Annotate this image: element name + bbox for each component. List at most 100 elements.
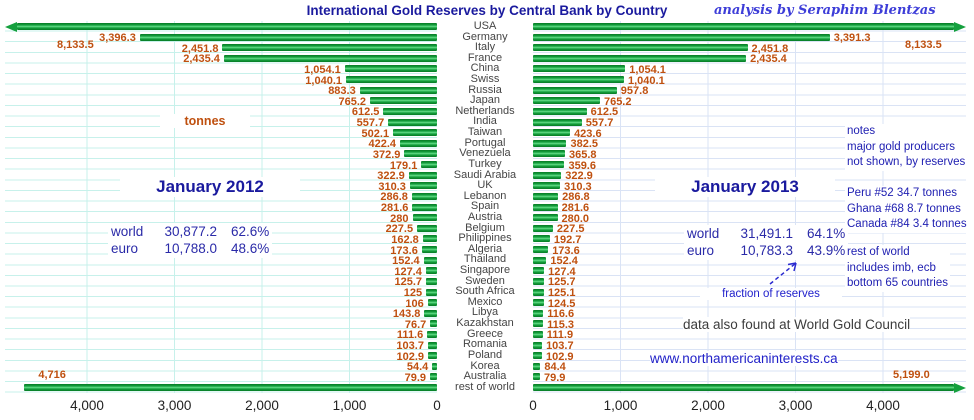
bar-india-2012	[388, 118, 437, 126]
bar-venezuela-2013	[533, 150, 565, 158]
bar-china-2012	[344, 65, 437, 73]
value-label-swiss-2012: 1,040.1	[305, 74, 342, 87]
bar-romania-2012	[427, 341, 437, 349]
country-label-kazakhstan: Kazakhstan	[456, 317, 514, 330]
bar-taiwan-2012	[393, 129, 437, 137]
value-label-netherlands-2012: 612.5	[351, 106, 380, 119]
value-label-india-2012: 557.7	[356, 117, 385, 130]
period-heading-2012: January 2012	[120, 177, 300, 197]
value-label-sweden-2012: 125.7	[394, 276, 423, 289]
country-label-france: France	[467, 51, 503, 64]
country-label-algeria: Algeria	[467, 242, 503, 255]
bar-belgium-2013	[533, 224, 553, 232]
bar-usa-2012	[17, 23, 437, 30]
value-label-australia-2012: 79.9	[404, 371, 427, 384]
bar-belgium-2012	[417, 224, 437, 232]
value-label-belgium-2012: 227.5	[385, 223, 414, 236]
value-label-poland-2013: 102.9	[546, 350, 574, 363]
bar-kazakhstan-2013	[533, 320, 544, 328]
world-total-2012: world 30,877.2 62.6%	[111, 224, 269, 241]
value-label-russia-2013: 957.8	[620, 85, 649, 98]
value-label-kazakhstan-2013: 115.3	[547, 318, 574, 331]
arrow-right-icon	[954, 21, 966, 32]
value-label-south-africa-2013: 125.1	[547, 287, 576, 299]
bar-netherlands-2012	[383, 107, 437, 115]
bar-usa-2013	[533, 23, 954, 30]
value-label-philippines-2012: 162.8	[391, 233, 419, 246]
note-line: includes imb, ecb	[847, 261, 936, 274]
value-label-algeria-2012: 173.6	[390, 244, 418, 257]
value-label-turkey-2012: 179.1	[389, 159, 418, 172]
bar-korea-2013	[533, 362, 541, 370]
value-label-japan-2013: 765.2	[603, 95, 632, 108]
country-label-turkey: Turkey	[468, 157, 502, 170]
country-label-taiwan: Taiwan	[467, 126, 503, 139]
value-label-lebanon-2013: 286.8	[562, 191, 590, 204]
bar-portugal-2013	[533, 139, 567, 147]
bar-saudi-arabia-2012	[408, 171, 437, 179]
axis-tick-right-2-000: 2,000	[691, 398, 725, 413]
value-label-italy-2012: 2,451.8	[181, 42, 219, 55]
country-label-venezuela: Venezuela	[459, 147, 511, 160]
euro-value: 10,783.3	[740, 242, 793, 258]
value-label-china-2012: 1,054.1	[304, 63, 341, 76]
bar-mexico-2012	[427, 299, 437, 307]
value-label-libya-2012: 143.8	[392, 308, 421, 321]
world-label: world	[111, 224, 144, 239]
unit-label: tonnes	[160, 114, 250, 128]
value-label-france-2013: 2,435.4	[750, 53, 787, 66]
world-total-2013: world 31,491.1 64.1%	[687, 226, 845, 243]
euro-pct: 43.9%	[807, 242, 846, 258]
bar-netherlands-2013	[533, 107, 587, 115]
bar-south-africa-2012	[426, 288, 437, 296]
bar-swiss-2012	[346, 76, 437, 84]
country-label-singapore: Singapore	[459, 264, 511, 277]
world-pct: 62.6%	[231, 224, 270, 239]
value-label-saudi-arabia-2013: 322.9	[565, 170, 593, 183]
country-label-libya: Libya	[471, 306, 499, 319]
country-label-usa: USA	[473, 20, 497, 32]
value-label-india-2013: 557.7	[585, 117, 614, 130]
value-label-philippines-2013: 192.7	[553, 233, 582, 246]
country-label-austria: Austria	[467, 210, 503, 223]
note-line: bottom 65 countries	[847, 277, 949, 289]
dashed-arrow-icon	[769, 262, 797, 285]
bar-russia-2012	[359, 86, 437, 94]
chart-title: International Gold Reserves by Central B…	[306, 3, 668, 18]
euro-label: euro	[111, 240, 139, 256]
notes-header-block: notes major gold producers not shown, by r…	[845, 124, 968, 171]
value-label-saudi-arabia-2012: 322.9	[377, 170, 405, 183]
value-label-turkey-2013: 359.6	[568, 159, 596, 172]
euro-total-2013: euro 10,783.3 43.9%	[687, 243, 845, 260]
country-label-lebanon: Lebanon	[463, 189, 507, 202]
bar-france-2012	[223, 54, 437, 62]
world-value: 30,877.2	[164, 224, 217, 239]
axis-tick-left-2-000: 2,000	[245, 398, 279, 413]
euro-total-2012: euro 10,788.0 48.6%	[111, 241, 269, 258]
bar-rest-of-world-2012	[24, 384, 437, 392]
value-label-russia-2012: 883.3	[328, 85, 356, 98]
fraction-of-reserves-note: fraction of reserves	[700, 288, 842, 300]
value-label-rest-of-world-2012: 4,716	[38, 369, 66, 382]
value-label-usa-2013: 8,133.5	[905, 39, 942, 51]
value-label-korea-2013: 84.4	[544, 361, 566, 374]
bar-germany-2012	[139, 33, 437, 41]
country-label-australia: Australia	[463, 370, 507, 383]
bar-greece-2013	[533, 330, 543, 338]
note-line: rest of world	[847, 246, 910, 258]
bar-mexico-2013	[533, 299, 544, 307]
country-label-romania: Romania	[462, 338, 508, 351]
value-label-greece-2013: 111.9	[546, 329, 574, 342]
bar-romania-2013	[533, 341, 543, 349]
bar-singapore-2013	[533, 267, 545, 275]
world-value: 31,491.1	[740, 226, 793, 241]
bar-thailand-2012	[423, 256, 437, 264]
note-line: major gold producers	[847, 140, 956, 153]
bar-algeria-2012	[421, 246, 437, 254]
website-url: www.northamericaninterests.ca	[650, 351, 838, 366]
plot-area-2012: 8,133.5 3,396.3 2,451.8 2,435.4 1,054.1 1,040…	[5, 21, 437, 393]
bar-poland-2012	[428, 352, 437, 360]
country-label-rest-of-world: rest of world	[455, 380, 515, 393]
bar-uk-2013	[533, 182, 561, 190]
